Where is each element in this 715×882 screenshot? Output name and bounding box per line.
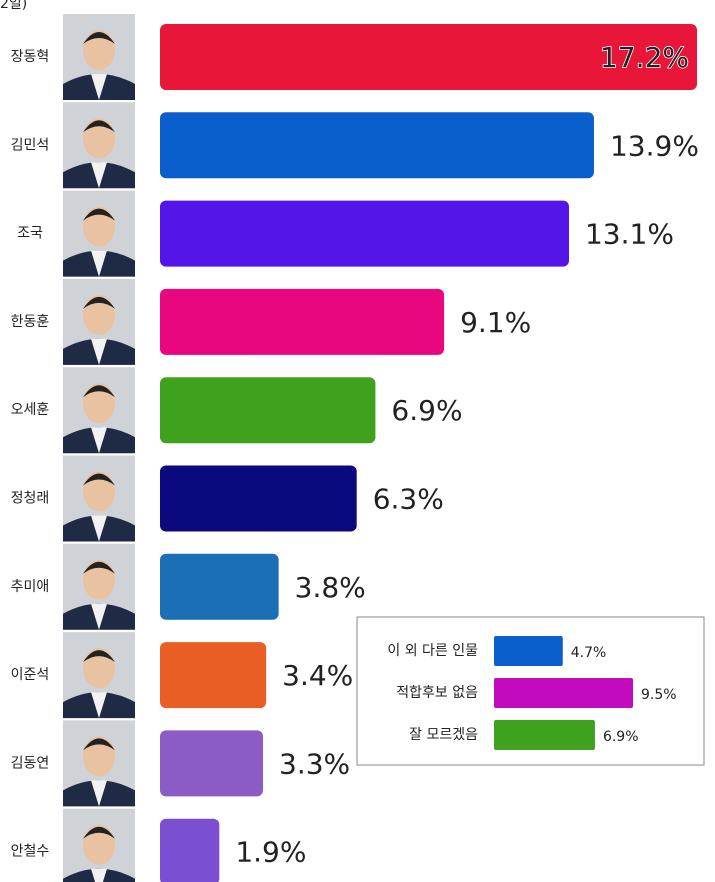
category-label: 추미애 [11,579,50,595]
portrait [63,102,135,188]
bar [494,720,595,750]
bar [160,289,444,355]
bar [494,678,633,708]
bar [160,642,266,708]
portrait [63,279,135,365]
bar [494,636,563,666]
portrait [63,367,135,453]
value-label: 17.2% [600,41,689,74]
category-label: 잘 모르겠음 [409,727,478,743]
category-label: 한동훈 [11,314,50,330]
value-label: 13.1% [585,218,674,251]
category-label: 이준석 [11,667,50,683]
bar [160,466,357,532]
category-label: 장동혁 [11,49,50,65]
value-label: 3.8% [295,571,366,604]
bar [160,730,263,796]
chart: 2일) 장동혁 17.2% 김민석 13.9% 조국 13.1% 한동훈 9.1% 오세훈 6.9… [0,0,715,882]
category-label: 적합후보 없음 [396,685,478,701]
bar [160,819,219,882]
category-label: 김동연 [11,755,50,771]
value-label: 6.3% [373,483,444,516]
value-label: 6.9% [391,394,462,427]
bar [160,112,594,178]
value-label: 9.1% [460,306,531,339]
category-label: 이 외 다른 인물 [387,643,478,659]
portrait [63,191,135,277]
bar [160,201,569,267]
value-label: 13.9% [610,129,699,162]
category-label: 오세훈 [11,402,50,418]
chart-title: 2일) [0,0,27,12]
bar [160,377,375,443]
value-label: 6.9% [603,729,639,745]
category-label: 정청래 [11,491,50,507]
bar [160,554,279,620]
value-label: 1.9% [235,836,306,869]
value-label: 9.5% [641,687,677,703]
portrait [63,456,135,542]
portrait [63,809,135,882]
value-label: 3.4% [282,659,353,692]
portrait [63,632,135,718]
portrait [63,14,135,100]
category-label: 김민석 [11,137,50,153]
value-label: 4.7% [571,645,607,661]
portrait [63,720,135,806]
value-label: 3.3% [279,747,350,780]
category-label: 안철수 [11,844,50,860]
portrait [63,544,135,630]
category-label: 조국 [17,226,43,242]
